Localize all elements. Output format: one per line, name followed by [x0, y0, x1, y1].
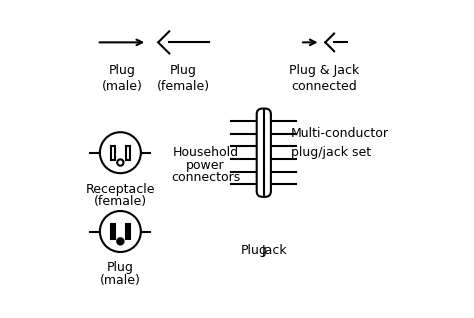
Text: Plug: Plug [107, 261, 134, 274]
Text: Household: Household [173, 146, 238, 159]
Text: plug/jack set: plug/jack set [291, 146, 371, 159]
Circle shape [117, 238, 124, 245]
Bar [126, 225, 130, 238]
Text: Plug & Jack: Plug & Jack [289, 65, 359, 78]
Text: power: power [186, 159, 225, 172]
Text: Plug: Plug [170, 65, 197, 78]
Text: Multi-conductor: Multi-conductor [291, 127, 389, 140]
Circle shape [117, 159, 124, 166]
Text: (male): (male) [101, 80, 142, 93]
Text: connected: connected [291, 80, 356, 93]
Text: Plug: Plug [109, 65, 136, 78]
Text: (female): (female) [157, 80, 210, 93]
Bar [111, 225, 115, 238]
Bar [111, 146, 115, 160]
Text: (female): (female) [94, 195, 147, 208]
FancyBboxPatch shape [257, 108, 271, 197]
Bar [126, 146, 130, 160]
Text: (male): (male) [100, 274, 141, 287]
Text: Receptacle: Receptacle [86, 183, 155, 196]
Text: Plug: Plug [241, 244, 268, 257]
Text: Jack: Jack [261, 244, 287, 257]
Text: connectors: connectors [171, 171, 240, 184]
